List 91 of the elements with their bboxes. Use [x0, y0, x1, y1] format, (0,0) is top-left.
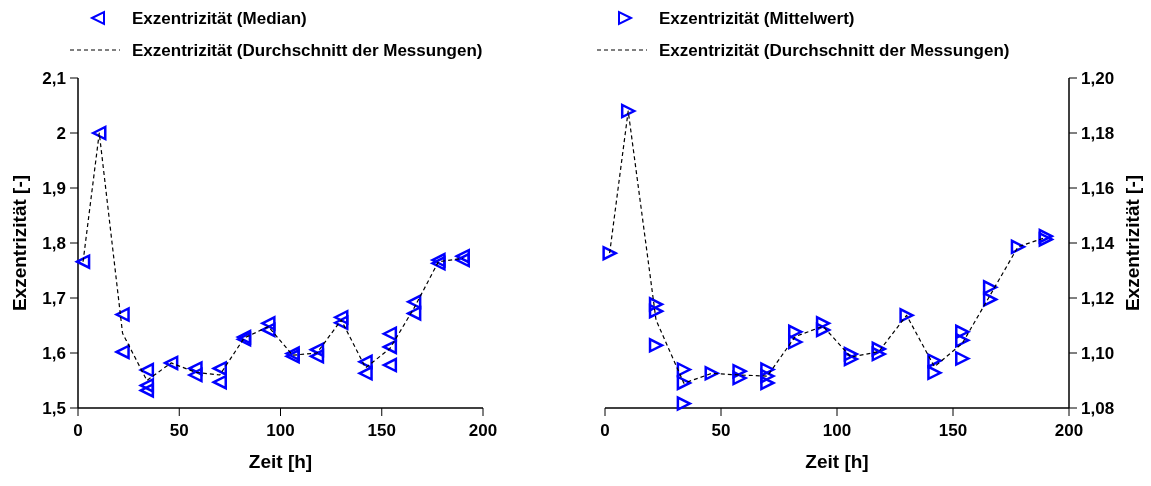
y2-tick-label: 1,18 — [1081, 124, 1115, 143]
point — [382, 326, 398, 341]
point — [787, 324, 803, 340]
point — [92, 125, 107, 141]
point — [1038, 228, 1054, 244]
point — [602, 245, 617, 261]
legend-label: Exzentrizität (Median) — [132, 9, 307, 28]
y-tick-label: 2 — [56, 124, 66, 143]
point — [815, 316, 831, 331]
x-tick-label: 200 — [468, 421, 498, 440]
point — [871, 341, 887, 357]
point — [163, 355, 179, 371]
y-axis-title: Exzentrizität [-] — [9, 174, 30, 312]
y2-tick-label: 1,20 — [1081, 69, 1115, 88]
point — [139, 383, 155, 398]
point — [732, 363, 747, 379]
point — [382, 339, 398, 355]
point — [334, 315, 349, 330]
point — [760, 368, 775, 384]
point — [760, 362, 775, 377]
point — [871, 346, 887, 362]
x-tick-label: 150 — [938, 421, 968, 440]
point — [1010, 239, 1026, 255]
point — [261, 316, 276, 331]
point — [139, 362, 155, 378]
point — [787, 334, 803, 350]
point — [309, 349, 325, 364]
x-tick-label: 0 — [600, 421, 610, 440]
point — [115, 307, 130, 322]
y2-tick-label: 1,08 — [1081, 399, 1115, 418]
point — [620, 103, 636, 119]
legend-label: Exzentrizität (Durchschnitt der Messungen) — [659, 41, 1010, 60]
x-tick-label: 150 — [367, 421, 396, 440]
y-tick-label: 1,6 — [42, 344, 66, 363]
x-axis-title: Zeit [h] — [248, 451, 313, 472]
point — [455, 252, 470, 268]
point — [358, 366, 373, 381]
point — [760, 375, 775, 391]
point — [982, 280, 998, 295]
point — [188, 367, 203, 383]
point — [382, 357, 398, 373]
x-axis-title: Zeit [h] — [805, 451, 869, 472]
point — [212, 361, 227, 376]
y2-tick-label: 1,10 — [1081, 344, 1115, 363]
y2-tick-label: 1,14 — [1081, 234, 1115, 253]
legend-label: Exzentrizität (Mittelwert) — [659, 9, 855, 28]
point — [115, 344, 130, 360]
point — [309, 342, 325, 357]
point — [955, 333, 970, 348]
x-tick-label: 50 — [169, 421, 189, 440]
point — [648, 303, 664, 319]
point — [927, 353, 942, 368]
legend-label: Exzentrizität (Durchschnitt der Messungen) — [132, 41, 483, 60]
x-tick-label: 0 — [73, 421, 83, 440]
point — [732, 370, 747, 386]
point — [704, 366, 719, 381]
point — [648, 338, 664, 353]
y-tick-label: 1,9 — [42, 179, 66, 198]
point — [334, 310, 349, 325]
y-tick-label: 2,1 — [42, 69, 66, 88]
point — [676, 396, 692, 411]
x-tick-label: 50 — [711, 421, 731, 440]
y2-axis-title: Exzentrizität [-] — [1122, 174, 1143, 312]
point — [1038, 232, 1054, 247]
x-tick-label: 100 — [266, 421, 295, 440]
point — [648, 297, 664, 312]
point — [676, 375, 692, 391]
point — [431, 256, 446, 271]
point — [406, 306, 422, 321]
point — [406, 294, 422, 310]
point — [843, 346, 859, 362]
y2-tick-label: 1,12 — [1081, 289, 1115, 308]
y2-tick-label: 1,16 — [1081, 179, 1115, 198]
point — [75, 254, 91, 269]
point — [955, 324, 970, 340]
point — [927, 365, 942, 381]
point — [955, 351, 970, 366]
point — [139, 378, 155, 393]
point — [815, 322, 831, 338]
y-tick-label: 1,7 — [42, 289, 66, 308]
y-tick-label: 1,8 — [42, 234, 66, 253]
y-tick-label: 1,5 — [42, 399, 66, 418]
point — [982, 292, 998, 307]
point — [843, 351, 859, 367]
x-tick-label: 100 — [822, 421, 852, 440]
point — [455, 248, 470, 264]
point — [899, 308, 914, 323]
point — [212, 374, 227, 390]
x-tick-label: 200 — [1054, 421, 1084, 440]
point — [261, 322, 276, 338]
point — [188, 361, 203, 376]
